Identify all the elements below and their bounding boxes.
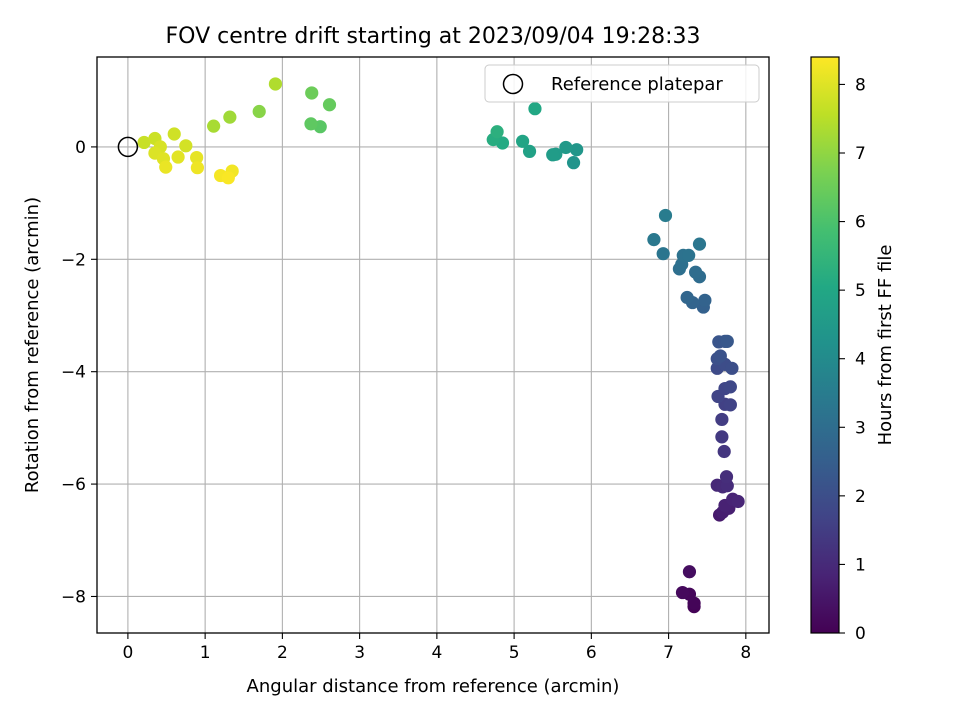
data-point [717, 444, 731, 459]
colorbar-tick-label: 7 [855, 144, 866, 164]
colorbar-label: Hours from first FF file [875, 245, 896, 446]
data-point [207, 119, 221, 133]
x-tick-label: 2 [277, 643, 288, 663]
colorbar-ticks: 0 1 2 3 4 5 6 7 8 [839, 75, 866, 644]
data-point [190, 161, 205, 175]
data-point [647, 233, 661, 247]
colorbar-tick-label: 1 [855, 555, 866, 575]
gridlines [97, 57, 769, 633]
data-point [731, 494, 745, 509]
reference-platepar-marker [117, 136, 139, 158]
plot-area-frame [96, 56, 770, 634]
data-point [570, 143, 584, 157]
x-tick-label: 4 [431, 643, 442, 663]
legend-box [484, 64, 760, 103]
data-point [723, 380, 737, 394]
data-point [137, 135, 151, 150]
x-axis-label: Angular distance from reference (arcmin) [247, 676, 620, 697]
y-tick-label: −6 [61, 475, 86, 495]
data-point [682, 248, 696, 262]
colorbar-tick-label: 5 [855, 281, 866, 301]
data-point [159, 160, 173, 174]
data-point [559, 140, 573, 155]
y-tick-label: −8 [61, 587, 86, 607]
y-axis-ticks: 0 −2 −4 −6 −8 [61, 138, 97, 607]
x-tick-label: 8 [740, 643, 751, 663]
data-point [689, 265, 703, 279]
data-point [675, 585, 690, 600]
colorbar-tick-label: 2 [855, 487, 866, 507]
x-tick-label: 1 [200, 643, 211, 663]
data-point [692, 237, 707, 251]
data-point [322, 98, 337, 112]
data-point [715, 412, 729, 427]
colorbar-tick-label: 0 [855, 624, 866, 644]
y-axis-label: Rotation from reference (arcmin) [22, 197, 43, 493]
colorbar-tick-label: 4 [855, 350, 866, 370]
chart-title: FOV centre drift starting at 2023/09/04 … [166, 24, 701, 49]
colorbar-tick-label: 8 [855, 75, 866, 95]
data-point [698, 293, 712, 307]
data-point [713, 349, 727, 363]
y-tick-label: 0 [75, 138, 86, 158]
legend-label: Reference platepar [551, 74, 723, 95]
data-point [725, 361, 739, 375]
data-point [658, 208, 673, 223]
x-tick-label: 5 [509, 643, 520, 663]
data-point [221, 171, 235, 185]
data-point [305, 86, 319, 100]
data-point [179, 139, 193, 153]
data-point [682, 565, 697, 579]
legend: Reference platepar [484, 64, 760, 103]
x-tick-label: 6 [586, 643, 597, 663]
data-point [522, 144, 537, 159]
data-point [304, 117, 318, 131]
colorbar-tick-label: 3 [855, 418, 866, 438]
y-tick-label: −4 [61, 363, 86, 383]
scatter-points [137, 77, 745, 614]
data-point [566, 156, 581, 170]
data-point [190, 150, 204, 165]
data-point [680, 290, 694, 305]
x-tick-label: 0 [122, 643, 133, 663]
data-point [171, 150, 185, 164]
data-point [720, 334, 734, 348]
colorbar [810, 56, 840, 634]
data-point [167, 127, 181, 141]
colorbar-tick-label: 6 [855, 213, 866, 233]
data-point [715, 430, 729, 444]
data-point [546, 148, 560, 162]
data-point [719, 470, 734, 484]
data-point [252, 104, 266, 119]
legend-marker-icon [502, 73, 524, 95]
data-point [268, 77, 283, 91]
data-point [490, 125, 504, 139]
x-tick-label: 3 [354, 643, 365, 663]
data-point [516, 134, 530, 148]
x-tick-label: 7 [663, 643, 674, 663]
x-axis-ticks: 0 1 2 3 4 5 6 7 8 [122, 633, 751, 663]
data-point [723, 398, 737, 412]
y-tick-label: −2 [61, 250, 86, 270]
data-point [223, 110, 237, 124]
data-point [528, 102, 542, 116]
data-point [656, 247, 670, 261]
